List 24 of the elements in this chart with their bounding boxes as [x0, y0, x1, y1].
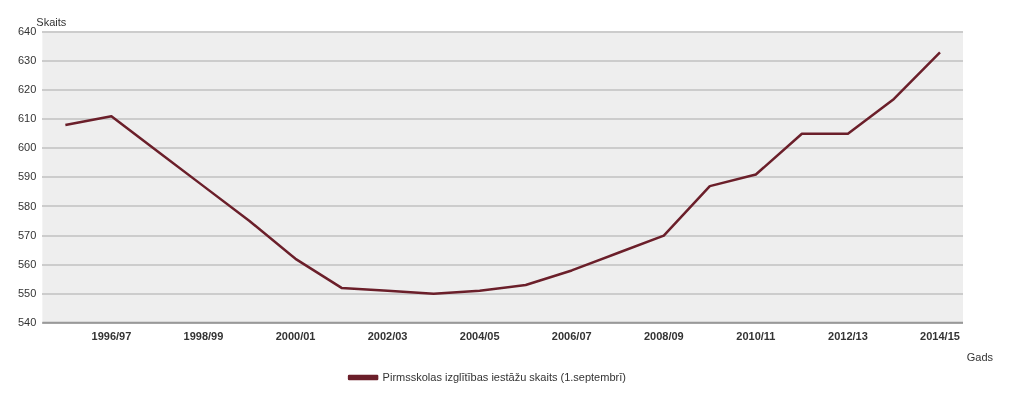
x-tick-label: 2010/11 [736, 330, 776, 343]
x-tick-label: 2000/01 [275, 330, 316, 343]
y-tick-label: 590 [17, 170, 37, 183]
x-tick-label: 2004/05 [459, 330, 500, 343]
y-tick-label: 640 [17, 25, 37, 38]
y-tick-label: 620 [17, 83, 37, 96]
y-tick-label: 600 [17, 141, 37, 154]
x-tick-label: 2006/07 [551, 330, 592, 343]
x-tick-label: 2014/15 [920, 330, 960, 343]
y-tick-label: 550 [17, 286, 37, 299]
x-tick-label: 2008/09 [643, 330, 684, 343]
x-tick-label: 2002/03 [367, 330, 408, 343]
y-axis-title: Skaits [36, 15, 67, 28]
y-tick-label: 540 [17, 315, 37, 328]
x-tick-label: 1996/97 [91, 330, 132, 343]
x-tick-label: 2012/13 [828, 330, 868, 343]
y-tick-label: 570 [17, 228, 37, 241]
y-tick-label: 630 [17, 54, 37, 67]
y-tick-label: 610 [17, 112, 37, 125]
y-tick-label: 580 [17, 199, 37, 212]
legend-label: Pirmsskolas izglītības iestāžu skaits (1.septembrī) [382, 370, 626, 383]
y-tick-label: 560 [17, 257, 37, 270]
x-tick-label: 1998/99 [183, 330, 224, 343]
x-axis-title: Gads [966, 351, 994, 364]
